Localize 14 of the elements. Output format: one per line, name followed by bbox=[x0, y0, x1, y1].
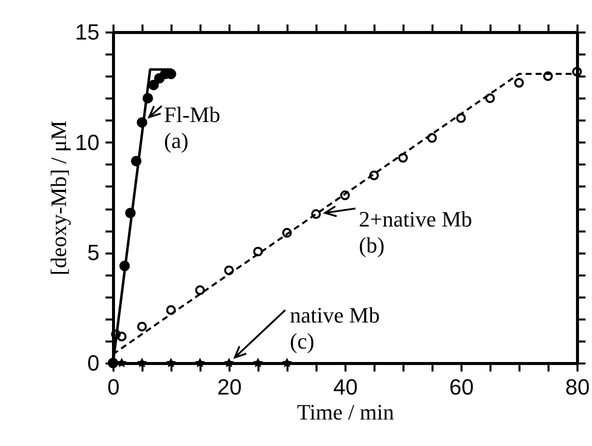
y-tick-label: 5 bbox=[87, 240, 100, 266]
x-axis-title: Time / min bbox=[297, 400, 394, 424]
x-tick-label: 60 bbox=[449, 374, 474, 400]
x-tick-label: 20 bbox=[217, 374, 242, 400]
y-tick-label: 0 bbox=[87, 350, 100, 376]
x-tick-label: 40 bbox=[333, 374, 358, 400]
annotation: native Mb (c) bbox=[290, 302, 380, 354]
annotation: 2+native Mb (b) bbox=[358, 206, 472, 258]
y-tick-label: 10 bbox=[75, 130, 100, 155]
x-tick-label: 80 bbox=[565, 374, 590, 400]
annotation: Fl-Mb (a) bbox=[164, 102, 220, 153]
x-tick-label: 0 bbox=[107, 374, 120, 400]
y-tick-label: 15 bbox=[75, 20, 100, 44]
y-axis-title: [deoxy-Mb] / μM bbox=[46, 120, 72, 276]
